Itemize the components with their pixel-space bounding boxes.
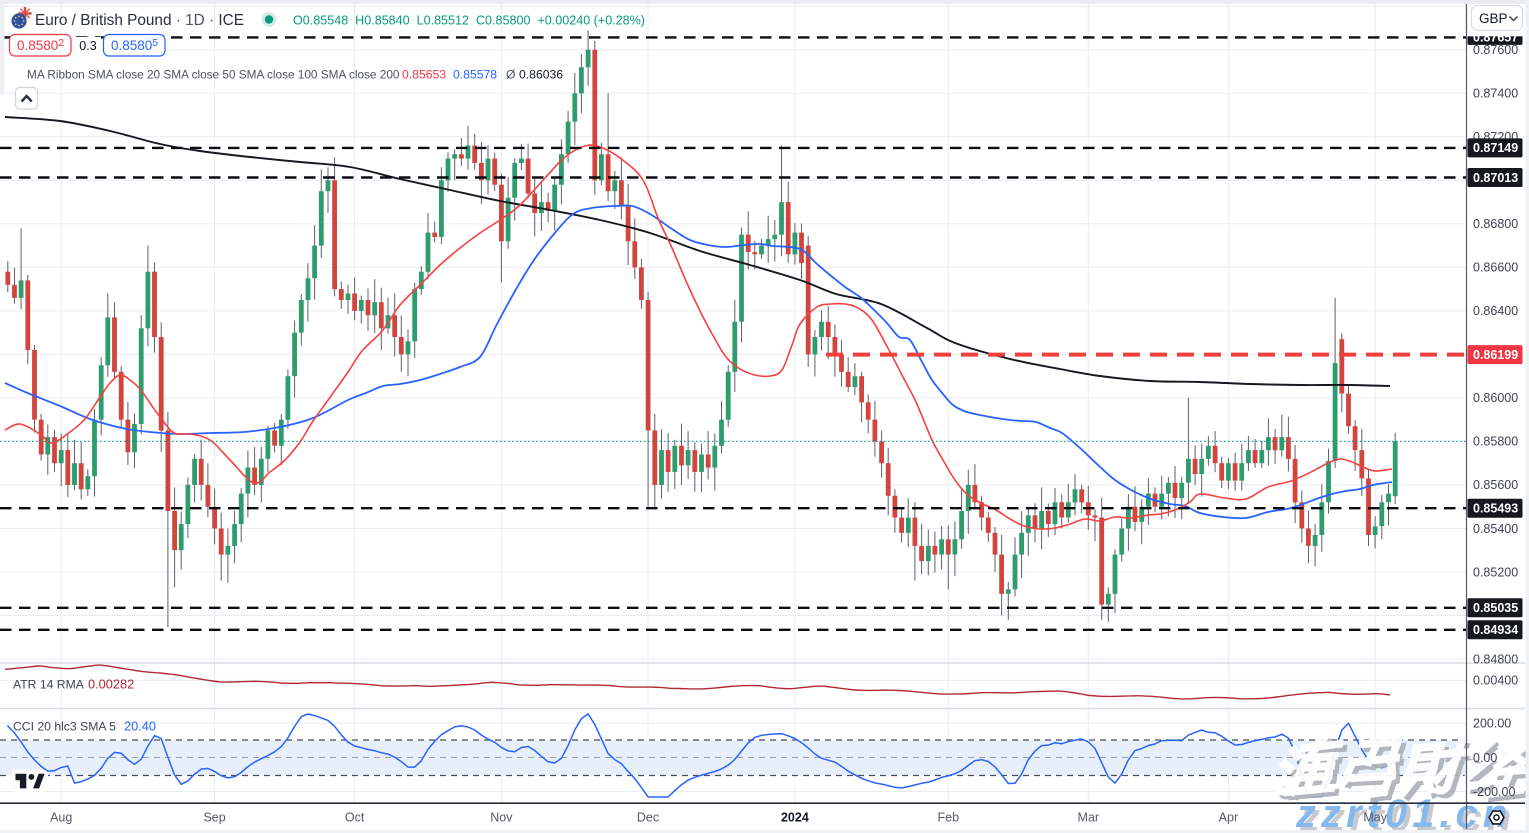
svg-text:Oct: Oct bbox=[345, 811, 365, 825]
svg-text:Sep: Sep bbox=[203, 811, 225, 825]
svg-text:0.86000: 0.86000 bbox=[1473, 391, 1518, 405]
svg-text:O0.85548 H0.85840 L0.85512: O0.85548 H0.85840 L0.85512 C0.85800 +0.0… bbox=[293, 13, 645, 28]
svg-text:Euro / British Pound · 1D · IC: Euro / British Pound · 1D · ICE bbox=[35, 12, 244, 29]
svg-text:0.85200: 0.85200 bbox=[1473, 565, 1518, 579]
svg-text:-200.00: -200.00 bbox=[1473, 785, 1515, 799]
svg-text:0.86400: 0.86400 bbox=[1473, 304, 1518, 318]
svg-text:Ø: Ø bbox=[506, 68, 516, 82]
svg-text:0.85805: 0.85805 bbox=[111, 37, 158, 53]
svg-text:0.85802: 0.85802 bbox=[17, 37, 64, 53]
svg-text:zzrt01.cn: zzrt01.cn bbox=[1295, 792, 1512, 833]
svg-text:Mar: Mar bbox=[1078, 811, 1100, 825]
svg-text:0.86600: 0.86600 bbox=[1473, 261, 1518, 275]
svg-text:0.87149: 0.87149 bbox=[1473, 141, 1518, 155]
svg-text:Aug: Aug bbox=[50, 811, 72, 825]
svg-text:0.00: 0.00 bbox=[1473, 751, 1497, 765]
svg-text:0.87400: 0.87400 bbox=[1473, 87, 1518, 101]
svg-text:0.85800: 0.85800 bbox=[1473, 435, 1518, 449]
svg-text:0.86800: 0.86800 bbox=[1473, 217, 1518, 231]
svg-text:Feb: Feb bbox=[938, 811, 960, 825]
svg-text:May: May bbox=[1363, 811, 1387, 825]
svg-text:0.84800: 0.84800 bbox=[1473, 652, 1518, 666]
svg-text:MA Ribbon SMA close 20 SMA clo: MA Ribbon SMA close 20 SMA close 50 SMA … bbox=[27, 68, 400, 82]
svg-text:0.00282: 0.00282 bbox=[88, 677, 134, 692]
svg-text:ATR 14 RMA: ATR 14 RMA bbox=[13, 678, 85, 692]
svg-text:200.00: 200.00 bbox=[1473, 717, 1511, 731]
svg-text:20.40: 20.40 bbox=[124, 719, 156, 734]
svg-text:0.86199: 0.86199 bbox=[1473, 348, 1518, 362]
svg-text:0.85653: 0.85653 bbox=[402, 68, 446, 82]
svg-text:0.85400: 0.85400 bbox=[1473, 522, 1518, 536]
svg-text:2024: 2024 bbox=[781, 811, 809, 825]
svg-text:GBP: GBP bbox=[1479, 11, 1508, 26]
svg-text:0.85600: 0.85600 bbox=[1473, 478, 1518, 492]
svg-text:0.3: 0.3 bbox=[79, 39, 96, 53]
svg-text:Dec: Dec bbox=[637, 811, 659, 825]
svg-text:0.85035: 0.85035 bbox=[1473, 601, 1518, 615]
svg-text:0.84934: 0.84934 bbox=[1473, 623, 1518, 637]
svg-text:CCI 20 hlc3 SMA 5: CCI 20 hlc3 SMA 5 bbox=[13, 720, 116, 734]
svg-text:zzrt01.cn: zzrt01.cn bbox=[1299, 796, 1516, 833]
svg-text:0.85493: 0.85493 bbox=[1473, 502, 1518, 516]
svg-text:0.00400: 0.00400 bbox=[1473, 674, 1518, 688]
svg-text:0.87013: 0.87013 bbox=[1473, 171, 1518, 185]
svg-text:Nov: Nov bbox=[490, 811, 513, 825]
svg-text:0.86036: 0.86036 bbox=[519, 68, 563, 82]
svg-text:Apr: Apr bbox=[1219, 811, 1238, 825]
svg-text:0.87600: 0.87600 bbox=[1473, 43, 1518, 57]
svg-text:0.85578: 0.85578 bbox=[453, 68, 497, 82]
